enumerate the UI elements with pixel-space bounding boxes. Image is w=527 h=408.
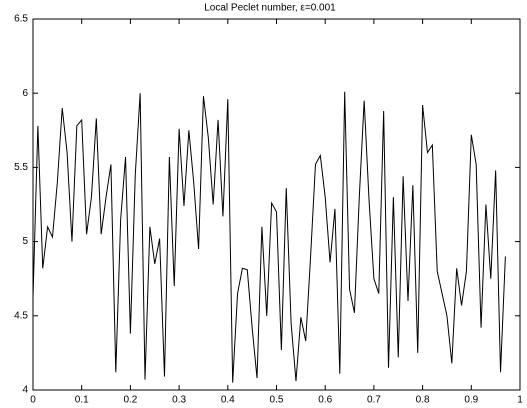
x-tick-label: 0.5 (270, 395, 284, 406)
y-tick-label: 5 (22, 236, 28, 247)
plot-frame (32, 18, 521, 391)
chart-title: Local Peclet number, ε=0.001 (204, 3, 336, 14)
x-tick-label: 0.1 (75, 395, 89, 406)
x-tick-label: 0.4 (221, 395, 235, 406)
x-tick-label: 0.6 (318, 395, 332, 406)
x-tick-label: 0.8 (416, 395, 430, 406)
x-tick-label: 1 (517, 395, 523, 406)
y-tick-label: 4.5 (14, 310, 28, 321)
x-tick-label: 0.3 (172, 395, 186, 406)
x-tick-label: 0.2 (123, 395, 137, 406)
y-tick-label: 4 (22, 385, 28, 396)
x-tick-label: 0.7 (367, 395, 381, 406)
y-tick-label: 6 (22, 88, 28, 99)
x-tick-label: 0 (30, 395, 36, 406)
y-tick-label: 5.5 (14, 162, 28, 173)
y-tick-label: 6.5 (14, 14, 28, 25)
x-tick-label: 0.9 (464, 395, 478, 406)
data-line (32, 91, 506, 383)
